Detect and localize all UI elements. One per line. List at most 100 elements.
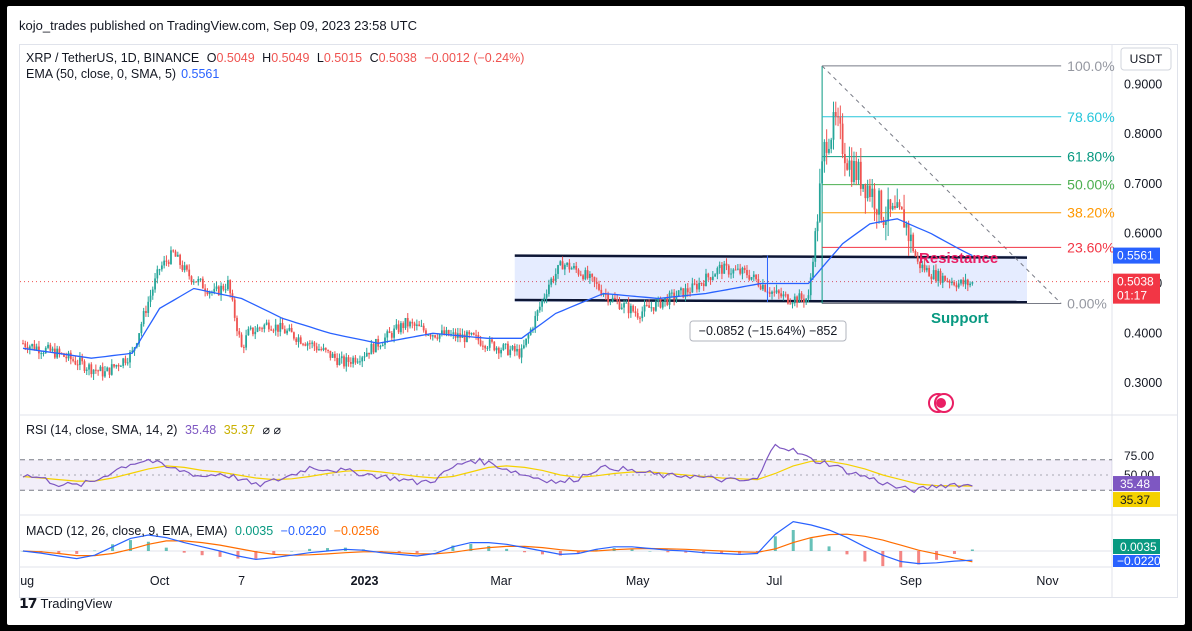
candle-body: [634, 311, 637, 314]
candle-body: [709, 277, 712, 280]
candle-body: [390, 333, 393, 338]
candle-body: [165, 260, 168, 262]
macd-hist-bar: [899, 551, 903, 568]
fibonacci-retracement[interactable]: 100.0% 78.60% 61.80% 50.00% 38.20% 23.60% 0.00…: [821, 58, 1115, 312]
candle-body: [368, 352, 370, 355]
candle-body: [600, 289, 603, 295]
candle-body: [566, 262, 569, 266]
macd-hist-bar: [523, 551, 527, 553]
candle-body: [750, 277, 753, 280]
candle-body: [814, 231, 817, 262]
candle-body: [595, 281, 598, 284]
candle-body: [113, 364, 115, 367]
candle-body: [563, 265, 566, 270]
candle-body: [686, 288, 689, 293]
macd-hist-bar: [487, 545, 491, 551]
candle-body: [853, 161, 855, 182]
candle-body: [821, 161, 824, 184]
candle-body: [830, 139, 833, 149]
candle-body: [402, 323, 405, 329]
currency-button[interactable]: [1120, 47, 1172, 71]
candle-body: [201, 278, 204, 289]
tradingview-brand-text: TradingView: [40, 596, 113, 611]
candle-body: [727, 265, 730, 275]
time-tick-label: Nov: [1036, 574, 1059, 588]
price-axis[interactable]: 0.30000.40000.50000.60000.70000.80000.90…: [1124, 77, 1162, 390]
candle-body: [247, 328, 250, 336]
candle-body: [322, 347, 325, 350]
candle-body: [652, 307, 655, 311]
candle-body: [409, 321, 411, 327]
macd-hist-bar: [648, 551, 652, 552]
rsi-line: [22, 443, 973, 494]
tradingview-footer-logo[interactable]: 𝟭𝟳 TradingView: [19, 595, 112, 612]
ema-legend: EMA (50, close, 0, SMA, 5) 0.5561: [26, 67, 219, 81]
candle-body: [343, 356, 345, 367]
candle-body: [302, 343, 304, 345]
candle-body: [748, 275, 751, 280]
candle-body: [131, 350, 134, 353]
candle-body: [787, 294, 789, 304]
candle-body: [42, 352, 45, 354]
candle-body: [151, 289, 154, 296]
candle-body: [293, 332, 295, 339]
candle-body: [552, 278, 555, 281]
macd-hist-bar: [917, 551, 921, 565]
chart-svg[interactable]: 100.0% 78.60% 61.80% 50.00% 38.20% 23.60% 0.00…: [12, 45, 1177, 597]
candle-body: [910, 234, 912, 242]
candle-body: [839, 117, 842, 124]
candle-body: [925, 267, 928, 271]
candle-body: [220, 285, 222, 296]
candle-body: [406, 317, 409, 327]
last-price-badge-text: 0.5038: [1117, 275, 1154, 289]
candle-body: [443, 330, 446, 335]
candle-body: [363, 356, 366, 358]
candle-body: [923, 264, 926, 271]
chart-area[interactable]: 100.0% 78.60% 61.80% 50.00% 38.20% 23.60% 0.00…: [12, 44, 1178, 598]
candle-body: [463, 334, 466, 343]
candle-body: [880, 190, 883, 220]
candle-body: [812, 261, 814, 278]
candle-body: [632, 305, 635, 312]
macd-hist-bar: [469, 543, 473, 551]
candle-body: [741, 267, 744, 274]
candle-body: [889, 199, 892, 210]
candle-body: [83, 361, 86, 371]
candle-body: [675, 296, 678, 300]
candle-body: [156, 269, 159, 279]
candle-body: [206, 291, 209, 295]
candle-body: [941, 275, 944, 283]
time-axis[interactable]: Aug Oct 7 2023 Mar May Jul Sep Nov: [12, 574, 1059, 588]
candle-body: [828, 148, 830, 153]
candle-body: [832, 112, 835, 140]
candle-body: [181, 264, 184, 271]
candle-body: [577, 269, 580, 275]
candle-body: [762, 284, 764, 290]
macd-legend: MACD (12, 26, close, 9, EMA, EMA) 0.0035…: [26, 524, 379, 538]
macd-line-badge-text: −0.0220: [1117, 554, 1161, 568]
fib-level-label: 38.20%: [1067, 205, 1114, 221]
macd-hist-bar: [791, 530, 795, 551]
time-tick-label: 2023: [351, 574, 379, 588]
macd-hist-bar: [326, 548, 330, 551]
candle-body: [420, 325, 423, 327]
candle-body: [857, 161, 860, 180]
resistance-label: Resistance: [919, 250, 998, 267]
macd-hist-bar: [146, 541, 150, 551]
candle-body: [374, 338, 377, 353]
candle-body: [969, 283, 971, 286]
candle-body: [352, 357, 355, 364]
candle-body: [361, 357, 364, 362]
candle-body: [229, 280, 232, 294]
candle-body: [598, 283, 600, 290]
publisher-line: kojo_trades published on TradingView.com…: [19, 18, 417, 33]
candle-body: [163, 260, 166, 266]
candle-body: [522, 345, 525, 349]
candle-body: [841, 123, 844, 154]
candle-body: [315, 346, 318, 351]
macd-hist-bar: [308, 548, 312, 551]
candle-body: [44, 347, 47, 353]
macd-hist-bar: [75, 551, 79, 554]
candle-body: [472, 333, 475, 335]
macd-hist-bar: [630, 548, 634, 551]
